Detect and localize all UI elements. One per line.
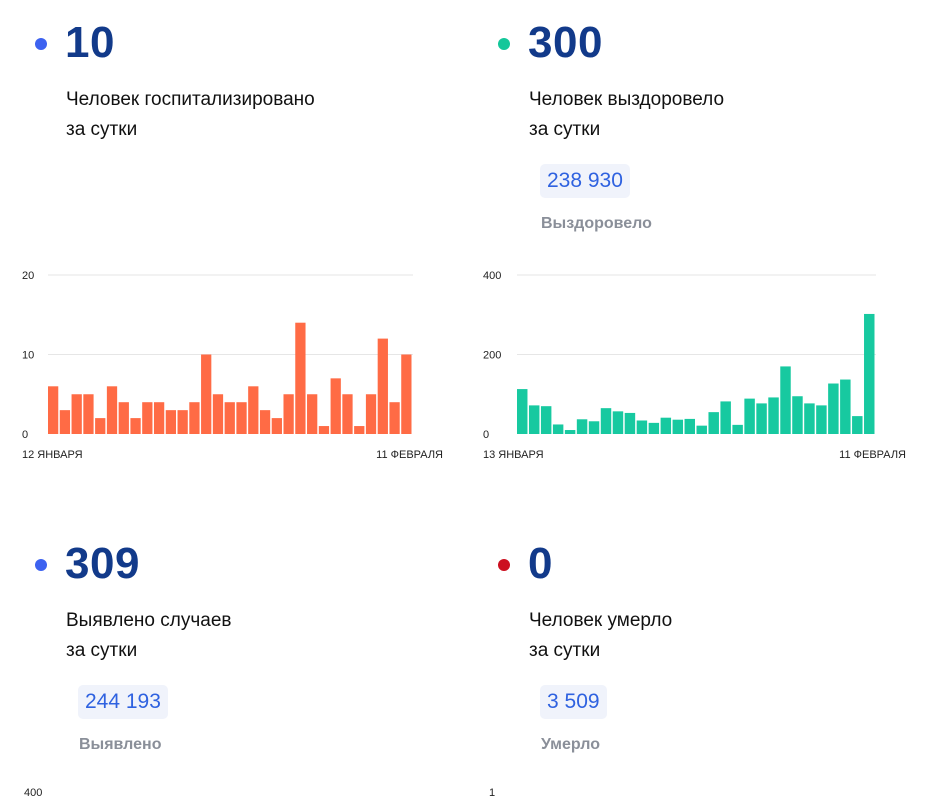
hospitalized-value: 10	[65, 18, 115, 67]
detected-caption-line2: за сутки	[66, 640, 138, 661]
hospitalized-bar	[342, 394, 353, 434]
hospitalized-bar	[236, 402, 247, 434]
recovered-caption-line2: за сутки	[529, 119, 601, 140]
hospitalized-bar	[259, 410, 271, 434]
recovered-bar	[636, 420, 648, 434]
hospitalized-bar	[271, 418, 282, 434]
detected-caption-line1: Выявлено случаев	[66, 610, 232, 631]
recovered-bar	[684, 418, 695, 434]
y-tick-label: 200	[483, 350, 501, 362]
hospitalized-bar	[283, 394, 294, 434]
hospitalized-caption-line1: Человек госпитализировано	[66, 89, 315, 110]
x-start-label: 12 ЯНВАРЯ	[22, 449, 83, 461]
hospitalized-bar	[354, 426, 365, 434]
recovered-bar	[588, 421, 600, 434]
recovered-bar	[828, 383, 839, 434]
y-tick-label: 20	[22, 270, 34, 282]
y-tick-label: 400	[483, 270, 501, 282]
x-end-label: 11 ФЕВРАЛЯ	[376, 449, 443, 461]
hospitalized-bar	[106, 386, 118, 434]
recovered-bar	[564, 430, 576, 434]
hospitalized-bar-chart: 0 10 20 12 ЯНВАРЯ 11 ФЕВРАЛЯ	[22, 270, 443, 461]
deaths-caption-line2: за сутки	[529, 640, 601, 661]
recovered-bar-chart: 0 200 400 13 ЯНВАРЯ 11 ФЕВРАЛЯ	[483, 270, 906, 461]
hospitalized-bar	[365, 394, 377, 434]
hospitalized-bullet-dot	[35, 38, 47, 50]
deaths-bullet-dot	[498, 559, 510, 571]
hospitalized-bar	[165, 410, 177, 434]
recovered-bar	[600, 408, 612, 434]
recovered-bar	[792, 396, 803, 434]
hospitalized-bar	[377, 338, 388, 434]
y-tick-label: 10	[22, 350, 34, 362]
x-start-label: 13 ЯНВАРЯ	[483, 449, 544, 461]
hospitalized-bar	[330, 378, 341, 434]
recovered-bar	[540, 406, 552, 434]
hospitalized-bar	[71, 394, 82, 434]
hospitalized-bar	[318, 426, 330, 434]
recovered-bar	[768, 397, 779, 434]
recovered-bar	[756, 403, 767, 434]
recovered-bar	[672, 419, 684, 434]
hospitalized-bar	[48, 386, 59, 434]
recovered-bar	[576, 419, 588, 434]
hospitalized-bar	[295, 322, 306, 434]
recovered-bar	[804, 403, 815, 434]
hospitalized-bar	[189, 402, 200, 434]
recovered-bar	[696, 425, 707, 434]
deaths-total-label: Умерло	[541, 736, 600, 753]
deaths-value: 0	[528, 539, 553, 588]
hospitalized-bar	[248, 386, 259, 434]
deaths-total-badge: 3 509	[540, 685, 607, 719]
hospitalized-caption-line2: за сутки	[66, 119, 138, 140]
detected-chart-tick-partial: 400	[24, 787, 43, 799]
hospitalized-bar	[95, 418, 106, 434]
hospitalized-bar	[201, 354, 212, 434]
detected-total-badge: 244 193	[78, 685, 168, 719]
y-tick-label: 0	[483, 429, 489, 441]
recovered-value: 300	[528, 18, 603, 67]
detected-total-label: Выявлено	[79, 736, 162, 753]
deaths-chart-tick-partial: 1	[489, 787, 496, 799]
recovered-bar	[780, 366, 791, 434]
detected-bullet-dot	[35, 559, 47, 571]
recovered-total-label: Выздоровело	[541, 215, 652, 232]
recovered-bar	[612, 411, 624, 434]
recovered-bar	[624, 412, 636, 434]
hospitalized-bar	[59, 410, 71, 434]
hospitalized-bar	[177, 410, 188, 434]
detected-value: 309	[65, 539, 140, 588]
recovered-bar	[744, 398, 755, 434]
recovered-bar	[660, 417, 672, 434]
recovered-bar	[852, 416, 863, 434]
deaths-caption-line1: Человек умерло	[529, 610, 673, 631]
recovered-total-badge: 238 930	[540, 164, 630, 198]
hospitalized-bar	[83, 394, 94, 434]
hospitalized-bar	[142, 402, 153, 434]
recovered-bar	[816, 405, 827, 434]
recovered-caption-line1: Человек выздоровело	[529, 89, 725, 110]
recovered-bar	[864, 313, 875, 434]
recovered-bar	[840, 379, 851, 434]
hospitalized-bar	[118, 402, 129, 434]
recovered-bar	[732, 424, 743, 434]
hospitalized-bar	[307, 394, 318, 434]
recovered-bar	[552, 424, 564, 434]
recovered-bar	[648, 422, 660, 434]
hospitalized-bar	[212, 394, 224, 434]
hospitalized-bar	[224, 402, 235, 434]
hospitalized-bar	[153, 402, 165, 434]
recovered-bar	[720, 401, 731, 434]
hospitalized-bar	[401, 354, 412, 434]
recovered-bar	[517, 389, 528, 434]
recovered-bar	[528, 405, 540, 434]
hospitalized-bar	[130, 418, 141, 434]
hospitalized-bar	[389, 402, 400, 434]
recovered-bar	[708, 412, 719, 434]
recovered-bullet-dot	[498, 38, 510, 50]
y-tick-label: 0	[22, 429, 28, 441]
x-end-label: 11 ФЕВРАЛЯ	[839, 449, 906, 461]
